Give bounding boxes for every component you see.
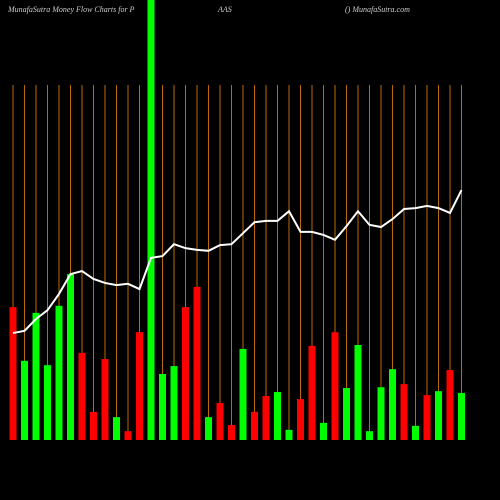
bar [193,286,201,440]
bar [216,403,224,440]
bar [389,369,396,440]
bar [366,431,373,440]
bar [78,352,86,440]
chart-title: AAS [217,5,232,14]
bar [354,344,362,440]
bar [101,359,109,440]
bar [9,307,17,440]
bar [285,429,293,440]
bar [239,348,247,440]
bar [170,366,178,440]
bar [320,422,327,440]
bar [458,392,465,440]
bar [113,417,120,440]
bar [262,396,270,440]
bar [308,345,316,440]
bar [435,391,442,440]
bar [274,392,281,440]
bar [423,395,431,440]
bar [377,387,385,440]
bar [21,360,28,440]
bar [331,332,339,440]
bar [124,431,132,440]
money-flow-line [12,189,463,335]
bar [446,370,454,440]
bar [55,305,63,440]
bar [412,425,419,440]
bar [159,374,166,440]
bar [67,274,74,440]
chart-title: () MunafaSutra.com [345,5,410,14]
chart-title: MunafaSutra Money Flow Charts for P [7,5,135,14]
bar [136,332,143,440]
bar [297,399,304,440]
bar [182,307,189,440]
bar [90,411,97,440]
bar [147,0,155,440]
bar [32,312,40,440]
bar [44,365,51,440]
bar [343,388,350,440]
bar [400,384,408,440]
bar [205,417,212,440]
bar [251,411,258,440]
bar [228,425,235,440]
